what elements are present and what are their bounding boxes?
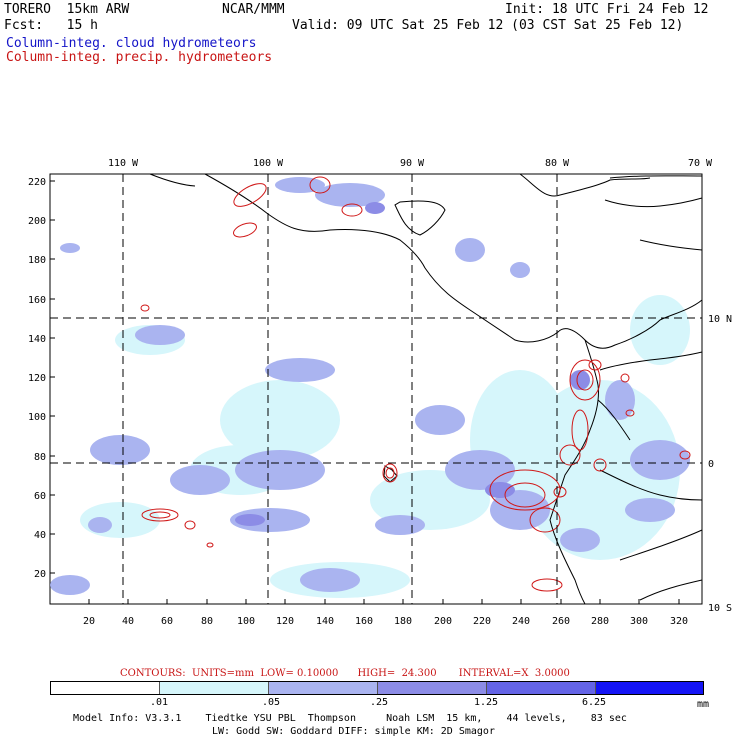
forecast-hour: Fcst: 15 h xyxy=(4,18,98,33)
lon-label-100w: 100 W xyxy=(253,158,284,169)
lon-label-80w: 80 W xyxy=(545,158,570,169)
axis-ticks xyxy=(50,180,680,604)
y-tick-label: 60 xyxy=(34,491,46,502)
legend-unit: mm xyxy=(697,699,710,710)
color-legend-bar xyxy=(50,681,704,695)
lat-label-0: 0 xyxy=(708,459,714,470)
model-title: TORERO 15km ARW xyxy=(4,2,130,17)
x-tick-label: 320 xyxy=(670,616,688,627)
y-tick-label: 140 xyxy=(28,334,46,345)
legend-swatch xyxy=(269,682,378,694)
y-tick-label: 180 xyxy=(28,255,46,266)
x-tick-label: 120 xyxy=(276,616,294,627)
precip-contours xyxy=(140,176,691,592)
y-tick-label: 80 xyxy=(34,452,46,463)
x-tick-label: 180 xyxy=(394,616,412,627)
y-tick-label: 200 xyxy=(28,216,46,227)
legend-label: 6.25 xyxy=(582,697,607,708)
legend-swatch xyxy=(596,682,703,694)
x-tick-label: 100 xyxy=(237,616,255,627)
cloud-hydrometeors-label: Column-integ. cloud hydrometeors xyxy=(6,36,257,51)
lat-lon-grid xyxy=(50,174,702,604)
x-tick-label: 160 xyxy=(355,616,373,627)
legend-label: .25 xyxy=(370,697,389,708)
y-tick-label: 160 xyxy=(28,295,46,306)
center-title: NCAR/MMM xyxy=(222,2,285,17)
lon-label-110w: 110 W xyxy=(108,158,139,169)
cloud-shading-mid xyxy=(50,177,690,595)
legend-swatch xyxy=(378,682,487,694)
cloud-shading-dark xyxy=(235,202,590,526)
x-tick-label: 60 xyxy=(161,616,173,627)
x-tick-label: 240 xyxy=(512,616,530,627)
coastlines xyxy=(149,173,703,605)
footer-model-info: Model Info: V3.3.1 Tiedtke YSU PBL Thomp… xyxy=(73,713,627,724)
footer-physics: LW: Godd SW: Goddard DIFF: simple KM: 2D… xyxy=(212,726,495,737)
valid-time: Valid: 09 UTC Sat 25 Feb 12 (03 CST Sat … xyxy=(292,18,684,33)
legend-label: .05 xyxy=(262,697,281,708)
map-figure: 110 W 100 W 90 W 80 W 70 W 10 N 0 10 S 2… xyxy=(28,158,732,627)
y-tick-label: 120 xyxy=(28,373,46,384)
legend-label: .01 xyxy=(150,697,169,708)
x-tick-label: 300 xyxy=(630,616,648,627)
lat-label-10n: 10 N xyxy=(708,314,732,325)
lat-label-10s: 10 S xyxy=(708,603,732,614)
init-time: Init: 18 UTC Fri 24 Feb 12 xyxy=(505,2,709,17)
y-tick-label: 40 xyxy=(34,530,46,541)
legend-swatch xyxy=(487,682,596,694)
x-tick-label: 80 xyxy=(201,616,213,627)
legend-label: 1.25 xyxy=(474,697,499,708)
legend-swatch xyxy=(160,682,269,694)
x-tick-label: 40 xyxy=(122,616,134,627)
lon-label-90w: 90 W xyxy=(400,158,425,169)
y-tick-label: 220 xyxy=(28,177,46,188)
y-tick-label: 100 xyxy=(28,412,46,423)
x-tick-label: 20 xyxy=(83,616,95,627)
lon-label-70w: 70 W xyxy=(688,158,713,169)
legend-swatch xyxy=(51,682,160,694)
contours-info: CONTOURS: UNITS=mm LOW= 0.10000 HIGH= 24… xyxy=(120,668,570,679)
x-tick-label: 260 xyxy=(552,616,570,627)
x-tick-label: 200 xyxy=(434,616,452,627)
y-tick-label: 20 xyxy=(34,569,46,580)
x-tick-label: 140 xyxy=(316,616,334,627)
x-tick-label: 280 xyxy=(591,616,609,627)
x-tick-label: 220 xyxy=(473,616,491,627)
precip-hydrometeors-label: Column-integ. precip. hydrometeors xyxy=(6,50,273,65)
